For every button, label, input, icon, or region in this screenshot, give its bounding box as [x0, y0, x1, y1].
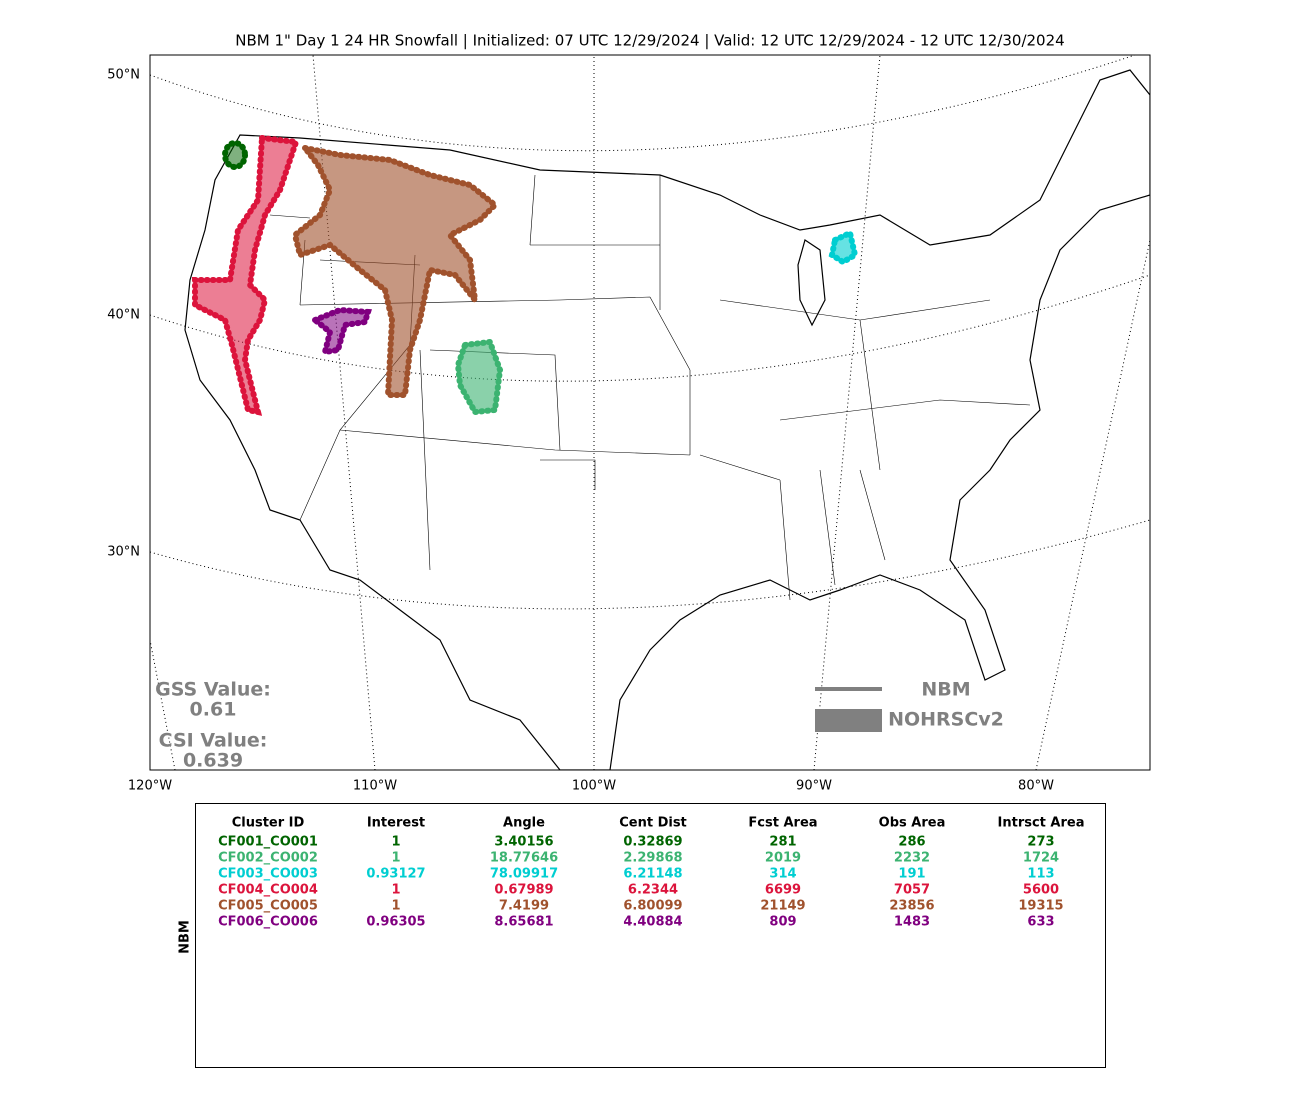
table-cell: 4.40884 — [623, 915, 682, 930]
lat-label: 50°N — [107, 68, 140, 83]
table-cell: CF002_CO002 — [218, 851, 318, 866]
table-cell: CF004_CO004 — [218, 883, 318, 898]
column-header: Interest — [367, 816, 425, 831]
csi-label: CSI Value: — [159, 730, 268, 752]
map-title: NBM 1" Day 1 24 HR Snowfall | Initialize… — [235, 32, 1064, 50]
column-header: Intrsct Area — [998, 816, 1085, 831]
meridian-90w — [813, 55, 881, 770]
table-side-label: NBM — [178, 920, 193, 954]
table-cell: 6699 — [765, 883, 801, 898]
table-cell: 0.67989 — [494, 883, 553, 898]
column-header: Obs Area — [879, 816, 946, 831]
lat-label: 40°N — [107, 308, 140, 323]
map — [150, 55, 1150, 770]
table-cell: 7057 — [894, 883, 930, 898]
table-frame — [195, 803, 1106, 1068]
column-header: Angle — [503, 816, 545, 831]
column-header: Cluster ID — [232, 816, 305, 831]
meridian-80w — [1035, 239, 1150, 770]
table-cell: 2019 — [765, 851, 801, 866]
table-cell: 21149 — [760, 899, 805, 914]
map-frame — [149, 54, 1151, 771]
table-cell: 2232 — [894, 851, 930, 866]
parallel-50n — [150, 55, 1137, 152]
table-cell: CF003_CO003 — [218, 867, 318, 882]
table-cell: 0.96305 — [366, 915, 425, 930]
table-cell: 633 — [1027, 915, 1054, 930]
column-header: Fcst Area — [748, 816, 817, 831]
table-cell: 6.80099 — [623, 899, 682, 914]
table-cell: 2.29868 — [623, 851, 682, 866]
table: Cluster ID Interest Angle Cent Dist Fcst Are… — [218, 816, 1084, 930]
table-cell: 18.77646 — [490, 851, 558, 866]
lon-label: 90°W — [796, 779, 832, 794]
table-cell: 286 — [898, 835, 925, 850]
table-cell: 19315 — [1018, 899, 1063, 914]
table-cell: 7.4199 — [499, 899, 549, 914]
clusters — [192, 134, 859, 416]
cluster-shape — [192, 134, 301, 416]
parallel-30n — [150, 519, 1150, 610]
table-cell: 23856 — [889, 899, 934, 914]
csi-value: 0.639 — [183, 750, 243, 772]
legend-patch — [815, 709, 882, 732]
gss-value: 0.61 — [190, 699, 237, 721]
table-cell: 1 — [391, 835, 400, 850]
parallel-40n — [150, 274, 1150, 382]
table-cell: 1483 — [894, 915, 930, 930]
table-cell: 5600 — [1023, 883, 1059, 898]
column-header: Cent Dist — [619, 816, 687, 831]
legend-label: NOHRSCv2 — [888, 709, 1004, 731]
lon-label: 80°W — [1018, 779, 1054, 794]
table-cell: 191 — [898, 867, 925, 882]
table-cell: 0.93127 — [366, 867, 425, 882]
table-cell: CF006_CO006 — [218, 915, 318, 930]
table-cell: 281 — [769, 835, 796, 850]
lon-label: 110°W — [353, 779, 397, 794]
lat-label: 30°N — [107, 545, 140, 560]
coastline — [184, 69, 1150, 770]
table-cell: 3.40156 — [494, 835, 553, 850]
cluster-shape — [454, 338, 504, 416]
table-cell: 1724 — [1023, 851, 1059, 866]
table-cell: 809 — [769, 915, 796, 930]
table-cell: CF001_CO001 — [218, 835, 318, 850]
table-cell: 78.09917 — [490, 867, 558, 882]
table-cell: 1 — [391, 851, 400, 866]
table-cell: 0.32869 — [623, 835, 682, 850]
table-cell: CF005_CO005 — [218, 899, 318, 914]
lake-michigan — [797, 239, 826, 327]
cluster-shape — [222, 140, 248, 170]
cluster-shape — [828, 228, 859, 266]
table-cell: 314 — [769, 867, 796, 882]
table-cell: 6.2344 — [628, 883, 678, 898]
legend-label: NBM — [921, 679, 970, 701]
lon-label: 100°W — [572, 779, 616, 794]
cluster-shape — [291, 143, 500, 398]
table-cell: 1 — [391, 883, 400, 898]
table-cell: 113 — [1027, 867, 1054, 882]
lon-label: 120°W — [128, 779, 172, 794]
table-cell: 273 — [1027, 835, 1054, 850]
table-cell: 1 — [391, 899, 400, 914]
gss-label: GSS Value: — [155, 679, 271, 701]
table-cell: 6.21148 — [623, 867, 682, 882]
cluster-shape — [309, 306, 372, 356]
table-cell: 8.65681 — [494, 915, 553, 930]
